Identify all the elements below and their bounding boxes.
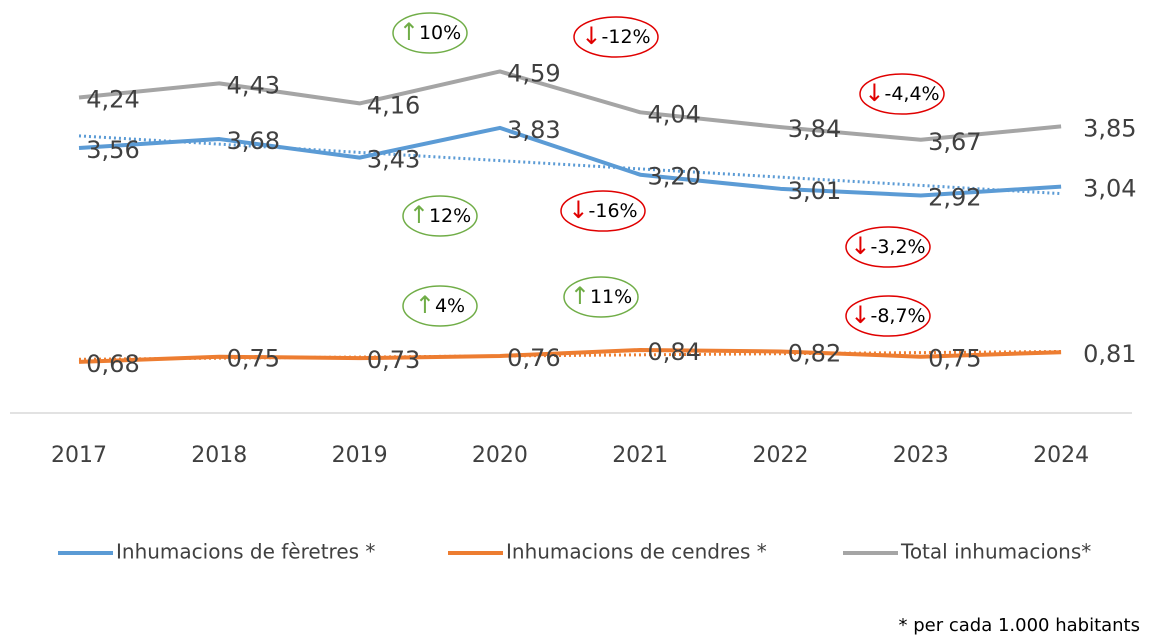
- series-line: [78, 125, 1062, 198]
- data-label: 3,68: [227, 127, 280, 155]
- footnote: * per cada 1.000 habitants: [899, 615, 1141, 636]
- x-tick-label: 2023: [893, 443, 949, 468]
- x-tick-label: 2020: [472, 443, 528, 468]
- data-label: 4,43: [227, 71, 280, 99]
- x-tick-label: 2017: [51, 443, 107, 468]
- series-line: [78, 69, 1062, 142]
- data-label: 0,75: [227, 345, 280, 373]
- legend-label: Inhumacions de fèretres *: [116, 540, 375, 564]
- x-tick-label: 2021: [612, 443, 668, 468]
- annotation-circle: [563, 276, 639, 318]
- annotation: ↑11%: [570, 282, 632, 310]
- annotation: ↓-12%: [581, 22, 650, 50]
- data-label: 0,81: [1083, 340, 1136, 368]
- data-label: 3,83: [507, 116, 560, 144]
- data-label: 2,92: [928, 184, 981, 212]
- data-label: 3,01: [788, 177, 841, 205]
- annotation-circle: [560, 190, 646, 232]
- data-label: 0,82: [788, 339, 841, 367]
- annotation-circle: [402, 195, 478, 237]
- data-label: 4,24: [86, 85, 139, 113]
- data-label: 0,84: [647, 338, 700, 366]
- annotation-circle: [402, 285, 478, 327]
- annotation-circle: [845, 226, 931, 268]
- annotation: ↑12%: [409, 201, 471, 229]
- x-tick-label: 2019: [332, 443, 388, 468]
- data-label: 3,43: [367, 146, 420, 174]
- series-line: [78, 348, 1062, 364]
- annotation-circle: [845, 295, 931, 337]
- x-tick-label: 2022: [753, 443, 809, 468]
- data-label: 3,84: [788, 115, 841, 143]
- x-tick-label: 2024: [1033, 443, 1089, 468]
- trendline: [78, 349, 1062, 361]
- annotation-circle: [573, 16, 659, 58]
- annotation-circle: [392, 12, 468, 54]
- data-label: 4,16: [367, 91, 420, 119]
- annotation: ↓-8,7%: [850, 301, 925, 329]
- annotation: ↓-16%: [568, 196, 637, 224]
- data-label: 3,20: [647, 163, 700, 191]
- annotation-circle: [859, 73, 945, 115]
- trendline: [78, 134, 1062, 196]
- data-label: 4,59: [507, 59, 560, 87]
- data-label: 4,04: [647, 100, 700, 128]
- annotation: ↓-4,4%: [864, 79, 939, 107]
- x-tick-label: 2018: [191, 443, 247, 468]
- legend-label: Total inhumacions*: [900, 540, 1091, 564]
- legend-label: Inhumacions de cendres *: [506, 540, 767, 564]
- data-label: 0,68: [86, 350, 139, 378]
- data-label: 0,73: [367, 346, 420, 374]
- data-label: 3,04: [1083, 175, 1136, 203]
- data-label: 0,76: [507, 344, 560, 372]
- annotation: ↓-3,2%: [850, 232, 925, 260]
- annotation: ↑10%: [399, 18, 461, 46]
- data-label: 3,67: [928, 128, 981, 156]
- annotation: ↑4%: [415, 291, 465, 319]
- data-label: 3,56: [86, 136, 139, 164]
- data-label: 0,75: [928, 345, 981, 373]
- data-label: 3,85: [1083, 114, 1136, 142]
